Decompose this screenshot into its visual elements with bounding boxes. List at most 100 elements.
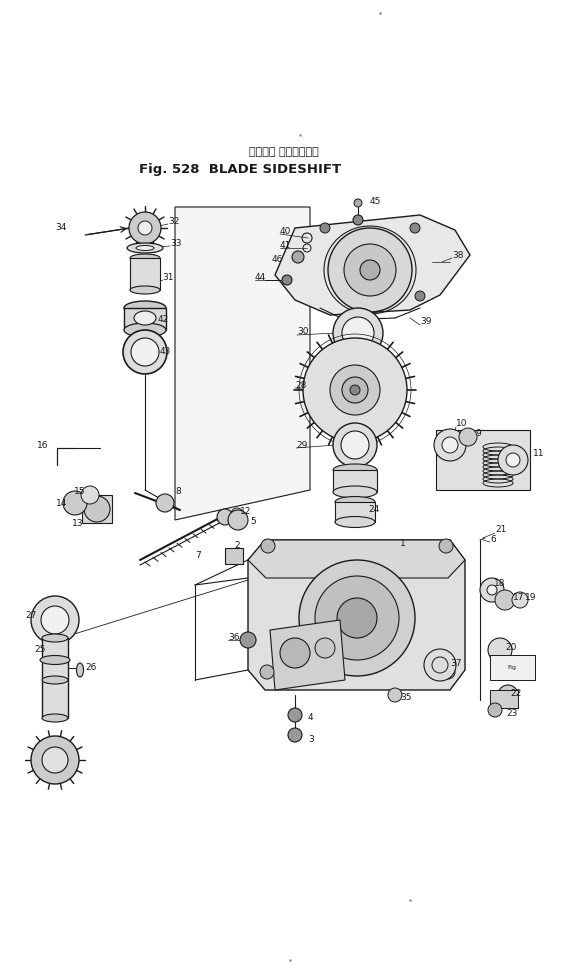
Ellipse shape bbox=[136, 245, 154, 250]
Circle shape bbox=[231, 508, 243, 520]
Ellipse shape bbox=[124, 301, 166, 315]
Bar bbox=[130, 258, 160, 290]
Circle shape bbox=[315, 638, 335, 658]
Circle shape bbox=[488, 703, 502, 717]
Text: 6: 6 bbox=[490, 536, 496, 544]
Ellipse shape bbox=[333, 464, 377, 476]
Circle shape bbox=[261, 539, 275, 553]
Bar bbox=[490, 655, 535, 680]
Circle shape bbox=[333, 423, 377, 467]
Circle shape bbox=[353, 215, 363, 225]
Circle shape bbox=[439, 539, 453, 553]
Circle shape bbox=[487, 585, 497, 595]
Circle shape bbox=[441, 665, 455, 679]
Circle shape bbox=[350, 385, 360, 395]
Circle shape bbox=[388, 688, 402, 702]
Text: ブレード サイドシフト: ブレード サイドシフト bbox=[249, 147, 319, 157]
Text: 28: 28 bbox=[295, 381, 306, 390]
Circle shape bbox=[315, 576, 399, 660]
Circle shape bbox=[282, 275, 292, 285]
Circle shape bbox=[337, 598, 377, 638]
Circle shape bbox=[84, 496, 110, 522]
Text: 9: 9 bbox=[475, 429, 481, 437]
Ellipse shape bbox=[42, 634, 68, 642]
Text: Fig. 528  BLADE SIDESHIFT: Fig. 528 BLADE SIDESHIFT bbox=[139, 164, 341, 176]
Text: 44: 44 bbox=[255, 274, 266, 282]
Circle shape bbox=[42, 747, 68, 773]
Circle shape bbox=[31, 736, 79, 784]
Circle shape bbox=[424, 649, 456, 681]
Circle shape bbox=[299, 560, 415, 676]
Ellipse shape bbox=[134, 311, 156, 325]
Circle shape bbox=[320, 223, 330, 233]
Text: 29: 29 bbox=[296, 440, 307, 449]
Text: 34: 34 bbox=[55, 223, 67, 233]
Bar bbox=[333, 470, 377, 492]
Circle shape bbox=[292, 251, 304, 263]
Text: Fig: Fig bbox=[508, 664, 517, 669]
Polygon shape bbox=[275, 215, 470, 315]
Text: 15: 15 bbox=[74, 488, 85, 497]
Text: 36: 36 bbox=[228, 633, 240, 643]
Bar bbox=[335, 502, 375, 522]
Text: 17: 17 bbox=[513, 592, 525, 602]
Circle shape bbox=[123, 330, 167, 374]
Text: 8: 8 bbox=[175, 488, 181, 497]
Ellipse shape bbox=[42, 714, 68, 722]
Text: 21: 21 bbox=[495, 526, 506, 535]
Bar bbox=[124, 308, 166, 330]
Bar bbox=[42, 638, 68, 718]
Circle shape bbox=[63, 491, 87, 515]
Circle shape bbox=[488, 638, 512, 662]
Ellipse shape bbox=[130, 254, 160, 262]
Circle shape bbox=[330, 365, 380, 415]
Circle shape bbox=[217, 509, 233, 525]
Ellipse shape bbox=[76, 663, 84, 677]
Circle shape bbox=[131, 338, 159, 366]
Text: 3: 3 bbox=[308, 735, 314, 744]
Text: 26: 26 bbox=[85, 663, 96, 672]
Circle shape bbox=[228, 510, 248, 530]
Circle shape bbox=[342, 377, 368, 403]
Circle shape bbox=[81, 486, 99, 504]
Text: 32: 32 bbox=[168, 217, 179, 227]
Text: 20: 20 bbox=[505, 644, 517, 653]
Text: 23: 23 bbox=[506, 708, 517, 718]
Circle shape bbox=[303, 338, 407, 442]
Ellipse shape bbox=[333, 486, 377, 498]
Circle shape bbox=[280, 638, 310, 668]
Text: 4: 4 bbox=[308, 714, 314, 723]
Text: 1: 1 bbox=[400, 539, 406, 547]
Circle shape bbox=[341, 431, 369, 459]
Ellipse shape bbox=[40, 656, 70, 664]
Circle shape bbox=[498, 445, 528, 475]
Circle shape bbox=[288, 708, 302, 722]
Circle shape bbox=[360, 260, 380, 280]
Ellipse shape bbox=[130, 286, 160, 294]
Text: 38: 38 bbox=[452, 250, 464, 259]
Text: 33: 33 bbox=[170, 239, 182, 247]
Text: 7: 7 bbox=[195, 550, 201, 559]
Circle shape bbox=[354, 199, 362, 207]
Circle shape bbox=[156, 494, 174, 512]
Circle shape bbox=[434, 429, 466, 461]
Text: 16: 16 bbox=[37, 440, 48, 449]
Polygon shape bbox=[436, 430, 530, 490]
Circle shape bbox=[342, 317, 374, 349]
Text: 46: 46 bbox=[272, 255, 283, 265]
Circle shape bbox=[328, 228, 412, 312]
Text: 43: 43 bbox=[160, 348, 171, 356]
Text: 31: 31 bbox=[162, 274, 174, 282]
Text: 35: 35 bbox=[400, 693, 411, 701]
Polygon shape bbox=[248, 540, 465, 578]
Text: 10: 10 bbox=[456, 419, 468, 428]
Ellipse shape bbox=[42, 676, 68, 684]
Bar bbox=[225, 548, 243, 564]
Text: 5: 5 bbox=[250, 517, 255, 527]
Circle shape bbox=[512, 592, 528, 608]
Ellipse shape bbox=[124, 323, 166, 337]
Ellipse shape bbox=[335, 497, 375, 507]
Text: 19: 19 bbox=[525, 592, 537, 602]
Circle shape bbox=[442, 437, 458, 453]
Circle shape bbox=[31, 596, 79, 644]
